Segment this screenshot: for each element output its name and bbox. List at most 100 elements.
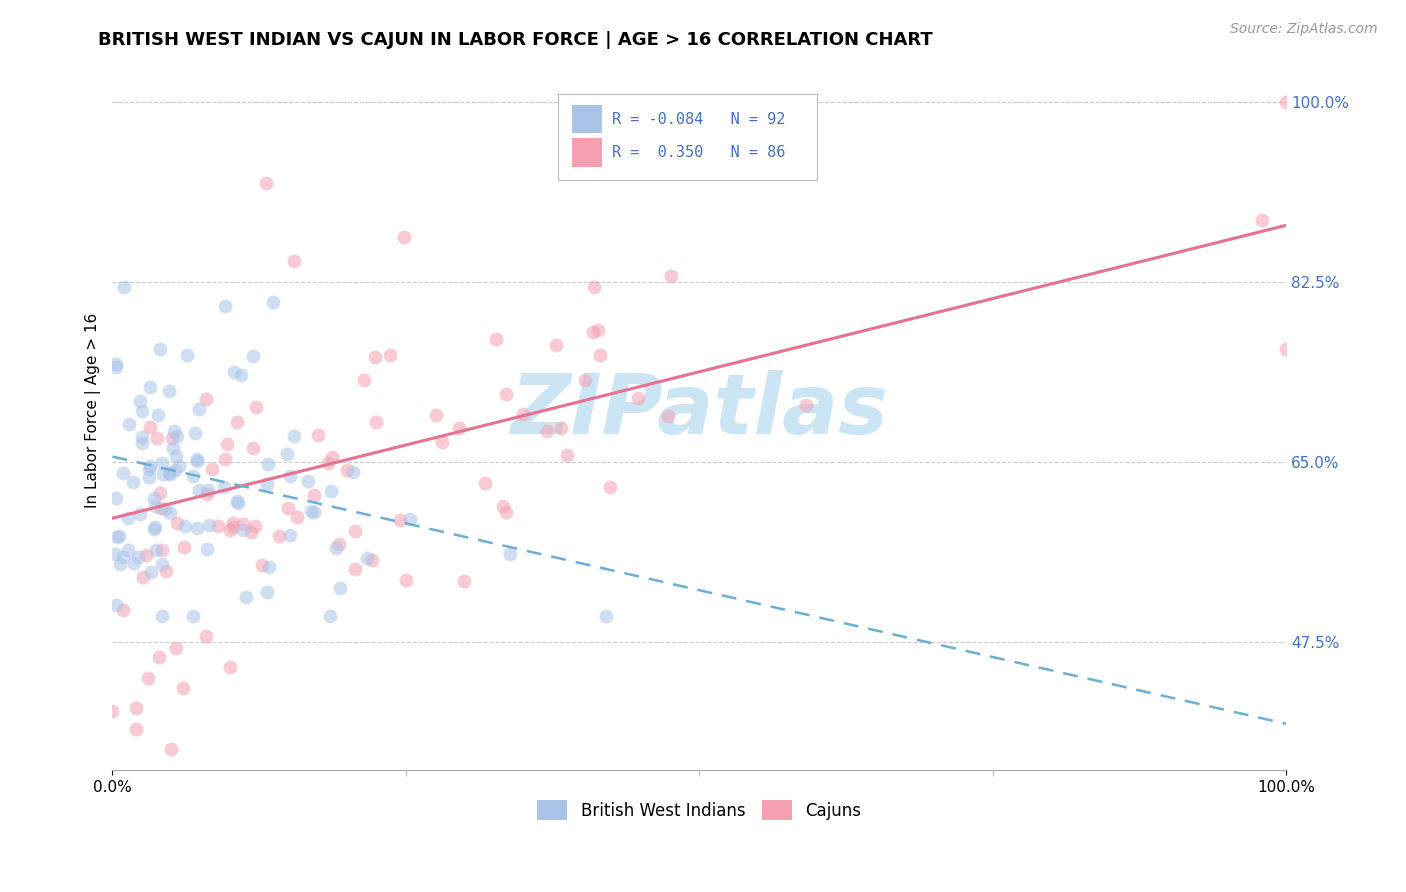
Point xyxy=(342,465,364,479)
Point xyxy=(398,512,420,526)
Point xyxy=(157,384,180,399)
Point xyxy=(138,469,160,483)
Point xyxy=(307,427,329,442)
Point xyxy=(392,230,415,244)
Point xyxy=(582,326,605,340)
Point xyxy=(139,420,162,434)
Point xyxy=(599,480,621,494)
Point xyxy=(316,456,339,470)
Point xyxy=(280,468,302,483)
Point xyxy=(325,541,347,556)
Point xyxy=(176,347,198,361)
Point xyxy=(344,562,367,576)
Point xyxy=(197,483,219,497)
Point xyxy=(149,501,172,516)
Point xyxy=(319,483,342,498)
Point xyxy=(162,424,184,438)
Text: R =  0.350   N = 86: R = 0.350 N = 86 xyxy=(613,145,786,161)
Point xyxy=(155,564,177,578)
Point xyxy=(582,280,605,294)
Point xyxy=(125,701,148,715)
Point xyxy=(112,280,135,294)
Point xyxy=(157,466,180,480)
Point xyxy=(492,499,515,513)
Text: Source: ZipAtlas.com: Source: ZipAtlas.com xyxy=(1230,22,1378,37)
Point xyxy=(226,495,249,509)
Point xyxy=(536,424,558,438)
Point xyxy=(239,524,262,539)
Point xyxy=(207,519,229,533)
Point xyxy=(474,476,496,491)
FancyBboxPatch shape xyxy=(558,94,817,180)
Point xyxy=(187,483,209,497)
Point xyxy=(366,415,388,429)
Point xyxy=(129,507,152,521)
Point xyxy=(172,681,194,695)
Point xyxy=(198,517,221,532)
Point xyxy=(550,421,572,435)
Point xyxy=(150,543,173,558)
Point xyxy=(104,547,127,561)
Point xyxy=(283,254,305,268)
Point xyxy=(242,441,264,455)
Point xyxy=(344,524,367,538)
Point xyxy=(160,742,183,756)
Point xyxy=(218,523,240,537)
Point xyxy=(111,549,134,564)
Point xyxy=(104,360,127,375)
Point xyxy=(181,608,204,623)
Point xyxy=(150,608,173,623)
Point xyxy=(285,510,308,524)
Point xyxy=(167,459,190,474)
Point xyxy=(184,426,207,441)
Point xyxy=(256,584,278,599)
Point xyxy=(495,387,517,401)
Point xyxy=(318,608,340,623)
Point xyxy=(186,521,208,535)
Point xyxy=(627,391,650,405)
Text: BRITISH WEST INDIAN VS CAJUN IN LABOR FORCE | AGE > 16 CORRELATION CHART: BRITISH WEST INDIAN VS CAJUN IN LABOR FO… xyxy=(98,31,934,49)
Y-axis label: In Labor Force | Age > 16: In Labor Force | Age > 16 xyxy=(86,313,101,508)
Point xyxy=(127,549,149,564)
Point xyxy=(165,640,187,655)
Point xyxy=(195,629,218,643)
Point xyxy=(139,459,162,474)
Point xyxy=(453,574,475,588)
Point xyxy=(254,176,277,190)
Point xyxy=(589,348,612,362)
Point xyxy=(217,436,239,450)
Point xyxy=(231,368,253,383)
Text: R = -0.084   N = 92: R = -0.084 N = 92 xyxy=(613,112,786,127)
Point xyxy=(201,462,224,476)
Point xyxy=(214,299,236,313)
Point xyxy=(329,582,352,596)
Point xyxy=(353,372,375,386)
Point xyxy=(146,409,169,423)
Point xyxy=(499,547,522,561)
Point xyxy=(173,540,195,554)
Point xyxy=(155,501,177,516)
Point xyxy=(112,466,135,480)
Point xyxy=(226,494,249,508)
Point xyxy=(267,528,290,542)
Point xyxy=(245,519,267,533)
Point xyxy=(557,448,579,462)
Point xyxy=(181,469,204,483)
Point xyxy=(235,590,257,604)
Point xyxy=(136,671,159,685)
Legend: British West Indians, Cajuns: British West Indians, Cajuns xyxy=(530,794,868,826)
Point xyxy=(302,488,325,502)
Point xyxy=(105,491,128,505)
Point xyxy=(256,476,278,491)
Point xyxy=(257,560,280,574)
FancyBboxPatch shape xyxy=(572,104,602,134)
Point xyxy=(574,373,596,387)
Point xyxy=(212,480,235,494)
Point xyxy=(105,530,128,544)
Point xyxy=(794,398,817,412)
Point xyxy=(389,513,412,527)
Point xyxy=(449,421,471,435)
Point xyxy=(485,332,508,346)
Point xyxy=(165,449,187,463)
Point xyxy=(186,454,208,468)
